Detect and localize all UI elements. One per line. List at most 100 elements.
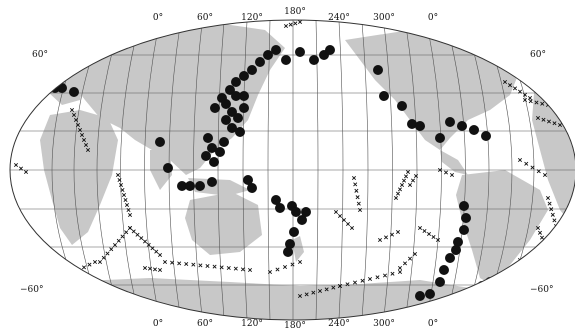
small-event-marker	[297, 293, 303, 299]
small-event-marker	[212, 264, 217, 269]
large-event-marker	[239, 71, 249, 81]
small-event-marker	[542, 172, 548, 178]
small-event-marker	[92, 259, 98, 265]
small-event-marker	[337, 283, 343, 289]
small-event-marker	[184, 261, 189, 267]
small-event-marker	[333, 209, 339, 215]
large-event-marker	[231, 91, 241, 101]
small-event-marker	[541, 117, 546, 122]
small-event-marker	[120, 187, 125, 193]
large-event-marker	[221, 115, 231, 125]
small-event-marker	[552, 121, 557, 126]
small-event-marker	[112, 242, 118, 248]
large-event-marker	[485, 277, 495, 287]
large-event-marker	[407, 119, 417, 129]
small-event-marker	[397, 265, 403, 271]
top-lon-label: 60°	[197, 13, 213, 23]
small-event-marker	[121, 192, 127, 198]
small-event-marker	[297, 20, 303, 25]
top-lon-label: 300°	[373, 13, 395, 23]
small-event-marker	[124, 26, 129, 31]
small-event-marker	[146, 242, 151, 247]
small-event-marker	[13, 162, 19, 168]
large-event-marker	[177, 181, 187, 191]
large-event-marker	[57, 83, 67, 93]
small-event-marker	[395, 229, 401, 235]
small-event-marker	[360, 278, 365, 283]
small-event-marker	[73, 117, 79, 123]
small-event-marker	[443, 170, 449, 175]
small-event-marker	[275, 267, 280, 272]
small-event-marker	[512, 67, 518, 73]
large-event-marker	[425, 289, 435, 299]
large-event-marker	[297, 215, 307, 225]
small-event-marker	[105, 251, 110, 256]
small-event-marker	[397, 187, 403, 192]
small-event-marker	[382, 273, 388, 278]
map-outline	[9, 19, 575, 321]
large-event-marker	[239, 91, 249, 101]
large-event-marker	[453, 237, 463, 247]
small-event-marker	[71, 112, 77, 118]
small-event-marker	[139, 236, 144, 241]
small-event-marker	[537, 230, 543, 235]
large-event-marker	[457, 121, 467, 131]
small-event-marker	[75, 122, 81, 128]
small-event-marker	[123, 197, 128, 203]
large-event-marker	[247, 65, 257, 75]
bottom-longitude-labels: 0° 60° 120° 180° 240° 300° 0°	[153, 319, 438, 329]
large-event-marker	[435, 277, 445, 287]
small-event-marker	[127, 225, 133, 231]
large-event-marker	[459, 201, 469, 211]
small-event-marker	[124, 230, 129, 235]
small-event-marker	[403, 174, 409, 179]
small-event-marker	[502, 79, 508, 85]
small-event-marker	[304, 292, 309, 297]
top-lon-label: 120°	[241, 13, 263, 23]
small-event-marker	[522, 92, 528, 97]
small-event-marker	[97, 259, 103, 265]
small-event-marker	[142, 239, 148, 244]
small-event-marker	[520, 262, 525, 267]
small-event-marker	[65, 273, 70, 278]
top-lon-label: 0°	[428, 13, 438, 23]
small-event-marker	[127, 212, 133, 218]
small-event-marker	[402, 261, 408, 266]
large-event-marker	[379, 91, 389, 101]
small-event-marker	[157, 267, 163, 273]
large-event-marker	[207, 177, 217, 187]
large-event-marker	[435, 133, 445, 143]
small-event-marker	[59, 275, 65, 281]
large-event-marker	[255, 57, 265, 67]
small-event-marker	[351, 175, 357, 181]
small-event-marker	[527, 275, 533, 281]
large-event-marker	[239, 103, 249, 113]
large-event-marker	[233, 113, 243, 123]
small-event-marker	[395, 191, 401, 196]
small-event-marker	[349, 225, 355, 231]
large-event-marker	[221, 99, 231, 109]
large-event-marker	[201, 151, 211, 161]
large-event-marker	[325, 45, 335, 55]
small-event-marker	[101, 255, 106, 260]
large-event-marker	[301, 207, 311, 217]
large-event-marker	[69, 87, 79, 97]
large-event-marker	[203, 133, 213, 143]
small-event-marker	[545, 249, 551, 255]
bottom-lon-label: 240°	[328, 319, 350, 329]
small-event-marker	[157, 252, 163, 258]
large-event-marker	[285, 239, 295, 249]
small-event-marker	[152, 267, 158, 272]
small-event-marker	[135, 232, 140, 237]
large-event-marker	[275, 203, 285, 213]
small-event-marker	[345, 282, 350, 287]
small-event-marker	[137, 23, 143, 29]
large-event-marker	[207, 143, 217, 153]
large-event-marker	[373, 65, 383, 75]
large-event-marker	[235, 127, 245, 137]
large-event-marker	[263, 50, 273, 60]
small-event-marker	[534, 100, 539, 105]
small-event-marker	[87, 262, 92, 267]
small-event-marker	[517, 89, 523, 94]
small-event-marker	[527, 95, 533, 101]
